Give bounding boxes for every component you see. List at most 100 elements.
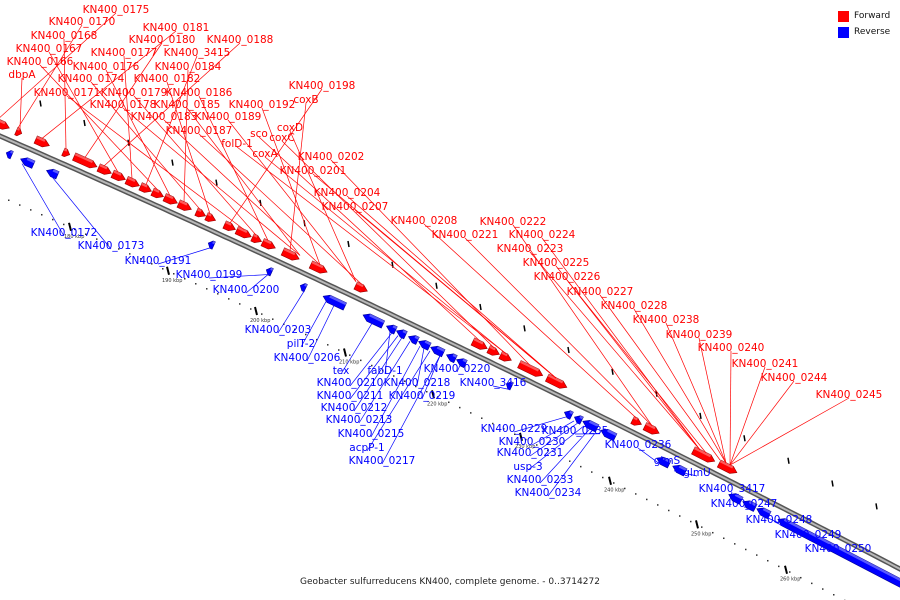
reverse-gene-arrow[interactable] [395,327,408,340]
reverse-gene-arrow[interactable] [455,356,468,368]
gene-label[interactable]: KN400_0238 [633,314,700,326]
gene-label[interactable]: KN400_0244 [761,372,828,384]
gene-label[interactable]: KN400_0191 [125,255,192,267]
gene-label[interactable]: pilT-2 [287,338,315,350]
gene-label[interactable]: coxB [293,94,318,106]
forward-gene-arrow[interactable] [716,459,738,476]
gene-label[interactable]: usp-3 [513,461,542,473]
gene-label[interactable]: KN400_0234 [515,487,582,499]
gene-label[interactable]: KN400_0250 [805,543,872,555]
reverse-gene-arrow[interactable] [361,311,386,329]
gene-label[interactable]: dbpA [8,69,36,81]
forward-gene-arrow[interactable] [204,212,217,224]
gene-label[interactable]: KN400_0189 [195,111,262,123]
gene-label[interactable]: KN400_0213 [326,414,393,426]
gene-label[interactable]: KN400_0182 [134,73,201,85]
gene-label[interactable]: KN400_0198 [289,80,356,92]
gene-label[interactable]: KN400_0199 [176,269,243,281]
reverse-gene-arrow[interactable] [19,155,36,169]
gene-label[interactable]: coxD [277,122,303,134]
gene-label[interactable]: KN400_3416 [460,377,527,389]
gene-label[interactable]: KN400_0202 [298,151,365,163]
forward-gene-arrow[interactable] [124,176,141,189]
gene-label[interactable]: KN400_0188 [207,34,274,46]
gene-label[interactable]: tex [333,365,350,377]
gene-label[interactable]: KN400_0231 [497,447,564,459]
gene-label[interactable]: KN400_0233 [507,474,574,486]
gene-label[interactable]: folD-1 [221,138,253,150]
gene-label[interactable]: KN400_0167 [16,43,83,55]
forward-gene-arrow[interactable] [138,182,153,195]
reverse-gene-arrow[interactable] [655,455,672,469]
gene-label[interactable]: coxA [252,148,278,160]
gene-label[interactable]: KN400_3415 [164,47,231,59]
gene-label[interactable]: KN400_0248 [746,514,813,526]
reverse-gene-arrow[interactable] [581,418,600,433]
reverse-gene-arrow[interactable] [755,505,772,520]
forward-gene-arrow[interactable] [222,220,237,233]
forward-gene-arrow[interactable] [250,233,263,245]
gene-label[interactable]: glmU [683,467,711,479]
gene-label[interactable]: KN400_0236 [605,439,672,451]
forward-gene-arrow[interactable] [176,199,193,213]
gene-label[interactable]: KN400_0208 [391,215,458,227]
forward-gene-arrow[interactable] [486,345,501,358]
gene-label[interactable]: KN400_0173 [78,240,145,252]
reverse-gene-arrow[interactable] [599,427,618,442]
gene-label[interactable]: KN400_0239 [666,329,733,341]
reverse-gene-arrow[interactable] [741,498,758,512]
gene-label[interactable]: KN400_0174 [58,73,125,85]
gene-label[interactable]: KN400_0229 [481,423,548,435]
forward-gene-arrow[interactable] [630,415,644,428]
forward-gene-arrow[interactable] [72,152,98,170]
gene-label[interactable]: KN400_0218 [384,377,451,389]
gene-label[interactable]: KN400_0211 [317,390,384,402]
forward-gene-arrow[interactable] [234,226,253,241]
forward-gene-arrow[interactable] [14,127,24,137]
gene-label[interactable]: KN400_0177 [91,47,158,59]
gene-label[interactable]: KN400_3417 [699,483,766,495]
gene-label[interactable]: KN400_0185 [154,99,221,111]
gene-label[interactable]: KN400_0186 [166,87,233,99]
gene-label[interactable]: KN400_0181 [143,22,210,34]
reverse-gene-arrow[interactable] [671,463,688,477]
gene-label[interactable]: KN400_0228 [601,300,668,312]
gene-label[interactable]: KN400_0203 [245,324,312,336]
reverse-gene-arrow[interactable] [45,167,60,180]
forward-gene-arrow[interactable] [61,147,72,158]
gene-label[interactable]: KN400_0172 [31,227,98,239]
forward-gene-arrow[interactable] [0,117,11,132]
forward-gene-arrow[interactable] [642,422,661,437]
gene-label[interactable]: KN400_0184 [155,61,222,73]
reverse-gene-arrow[interactable] [445,351,458,364]
gene-label[interactable]: acpP-1 [349,442,384,454]
gene-label[interactable]: KN400_0245 [816,389,883,401]
reverse-gene-arrow[interactable] [573,414,584,425]
reverse-gene-arrow[interactable] [505,380,514,391]
forward-gene-arrow[interactable] [308,260,329,276]
gene-label[interactable]: KN400_0183 [131,111,198,123]
forward-gene-arrow[interactable] [150,187,165,200]
gene-label[interactable]: KN400_0219 [389,390,456,402]
gene-label[interactable]: sco [250,128,268,140]
gene-label[interactable]: KN400_0225 [523,257,590,269]
gene-label[interactable]: KN400_0227 [567,286,634,298]
reverse-gene-arrow[interactable] [321,293,347,311]
reverse-gene-arrow[interactable] [385,323,398,335]
gene-label[interactable]: KN400_0224 [509,229,576,241]
reverse-gene-arrow[interactable] [417,338,432,351]
gene-label[interactable]: fabD-1 [367,365,402,377]
gene-label[interactable]: KN400_0215 [338,428,405,440]
gene-label[interactable]: KN400_0200 [213,284,280,296]
gene-label[interactable]: KN400_0204 [314,187,381,199]
gene-label[interactable]: KN400_0235 [542,425,609,437]
forward-gene-arrow[interactable] [517,360,545,379]
gene-label[interactable]: KN400_0176 [73,61,140,73]
reverse-gene-arrow[interactable] [299,282,308,293]
gene-label[interactable]: KN400_0212 [321,402,388,414]
reverse-gene-arrow[interactable] [407,333,420,345]
gene-label[interactable]: KN400_0249 [775,529,842,541]
gene-label[interactable]: KN400_0179 [101,87,168,99]
gene-label[interactable]: KN400_0222 [480,216,547,228]
reverse-gene-arrow[interactable] [207,239,216,250]
